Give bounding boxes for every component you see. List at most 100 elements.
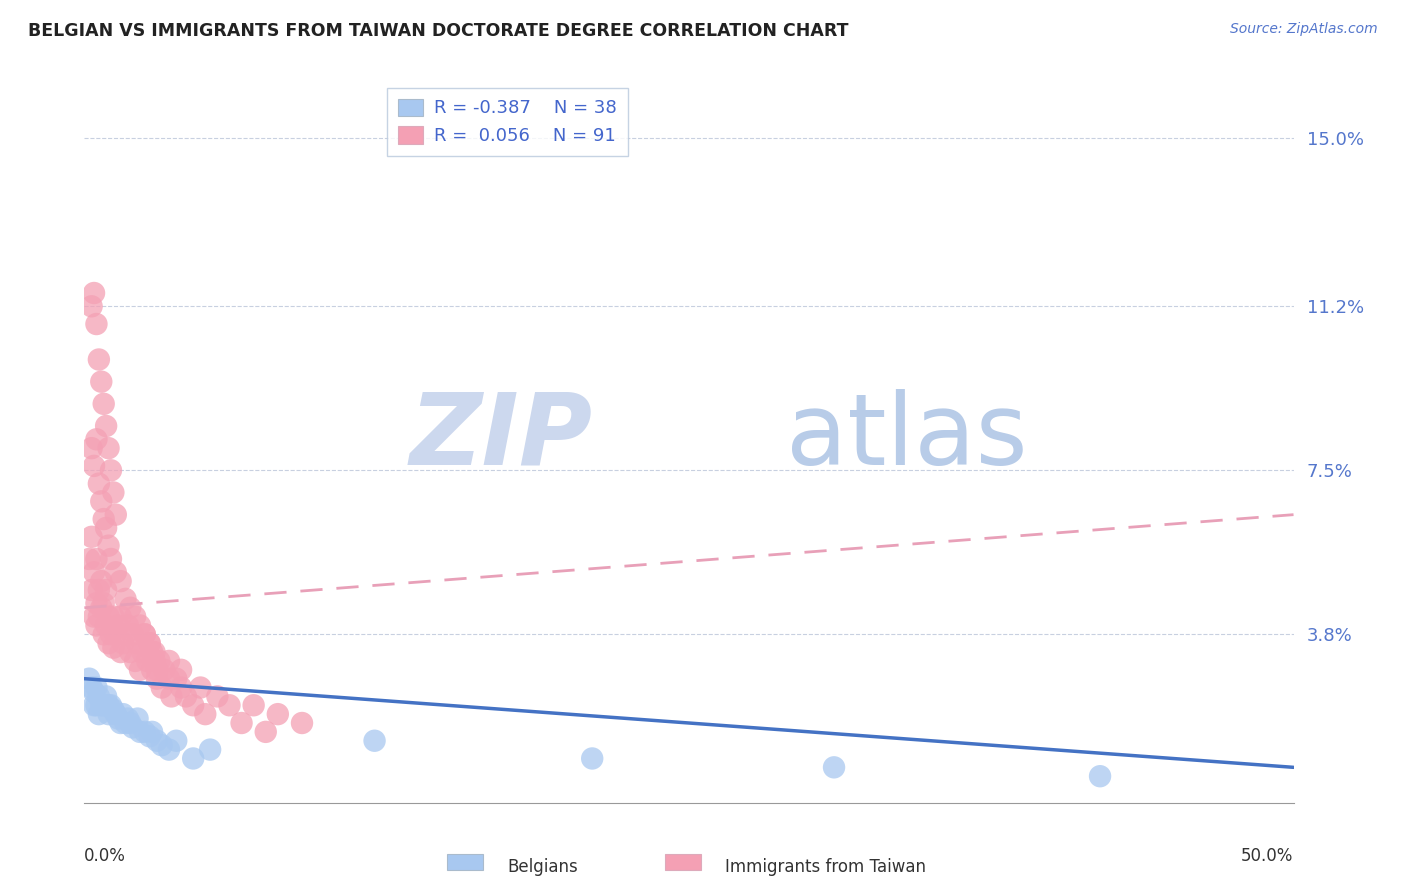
Point [80, 530, 103, 544]
Point [97, 539, 120, 553]
Point [124, 654, 146, 668]
Point [141, 645, 163, 659]
Point [87, 609, 110, 624]
Point [267, 707, 290, 722]
Point [86, 698, 108, 713]
Point [148, 654, 170, 668]
Point [121, 721, 143, 735]
Point [114, 716, 136, 731]
Point [94, 582, 117, 597]
Point [104, 627, 127, 641]
Point [150, 738, 173, 752]
Point [107, 712, 129, 726]
Point [77, 552, 100, 566]
Point [165, 733, 187, 747]
Point [110, 716, 132, 731]
Point [80, 299, 103, 313]
Point [83, 458, 105, 473]
Point [143, 645, 166, 659]
Point [157, 654, 180, 668]
Point [117, 712, 139, 726]
Point [129, 618, 152, 632]
Point [165, 672, 187, 686]
Point [86, 317, 108, 331]
Point [93, 627, 115, 641]
Point [93, 596, 115, 610]
Point [93, 512, 115, 526]
Point [97, 636, 120, 650]
Point [77, 672, 100, 686]
Point [97, 698, 120, 713]
Point [218, 698, 240, 713]
Point [104, 508, 127, 522]
Point [110, 574, 132, 589]
Point [170, 663, 193, 677]
Point [90, 600, 112, 615]
Text: Belgians: Belgians [508, 858, 578, 876]
Point [100, 463, 122, 477]
FancyBboxPatch shape [665, 854, 702, 870]
Point [138, 729, 160, 743]
Point [104, 707, 127, 722]
Point [254, 724, 277, 739]
Text: 0.0%: 0.0% [84, 847, 127, 864]
Point [146, 733, 169, 747]
Point [181, 751, 204, 765]
Point [100, 552, 122, 566]
Point [146, 672, 169, 686]
Point [129, 663, 152, 677]
Point [120, 645, 142, 659]
Text: atlas: atlas [786, 389, 1028, 485]
Text: ZIP: ZIP [409, 389, 592, 485]
Point [823, 760, 845, 774]
Point [363, 733, 385, 747]
Point [136, 654, 159, 668]
Point [110, 609, 132, 624]
Point [97, 707, 120, 722]
Point [87, 582, 110, 597]
Text: Source: ZipAtlas.com: Source: ZipAtlas.com [1230, 22, 1378, 37]
Point [174, 690, 197, 704]
Point [87, 352, 110, 367]
Point [114, 627, 136, 641]
Point [146, 663, 169, 677]
Point [97, 609, 120, 624]
Point [103, 640, 125, 655]
Point [143, 654, 166, 668]
Point [80, 582, 103, 597]
Point [124, 609, 146, 624]
Point [103, 609, 125, 624]
Point [93, 397, 115, 411]
Point [112, 636, 135, 650]
Point [83, 609, 105, 624]
Point [170, 681, 193, 695]
Point [242, 698, 264, 713]
Point [86, 618, 108, 632]
Point [1088, 769, 1111, 783]
Point [86, 596, 108, 610]
Point [103, 703, 125, 717]
Point [83, 566, 105, 580]
Point [120, 716, 142, 731]
Point [157, 672, 180, 686]
Point [198, 742, 221, 756]
Point [90, 494, 112, 508]
Point [94, 419, 117, 434]
Point [127, 712, 149, 726]
Point [127, 636, 149, 650]
Point [87, 707, 110, 722]
Point [120, 600, 142, 615]
Point [107, 618, 129, 632]
Point [90, 698, 112, 713]
Text: Immigrants from Taiwan: Immigrants from Taiwan [725, 858, 927, 876]
Point [94, 521, 117, 535]
Legend: R = -0.387    N = 38, R =  0.056    N = 91: R = -0.387 N = 38, R = 0.056 N = 91 [387, 87, 628, 156]
Point [134, 724, 156, 739]
Point [86, 432, 108, 446]
Point [121, 627, 143, 641]
Point [83, 685, 105, 699]
Point [150, 681, 173, 695]
Point [138, 636, 160, 650]
Point [112, 707, 135, 722]
Point [100, 627, 122, 641]
